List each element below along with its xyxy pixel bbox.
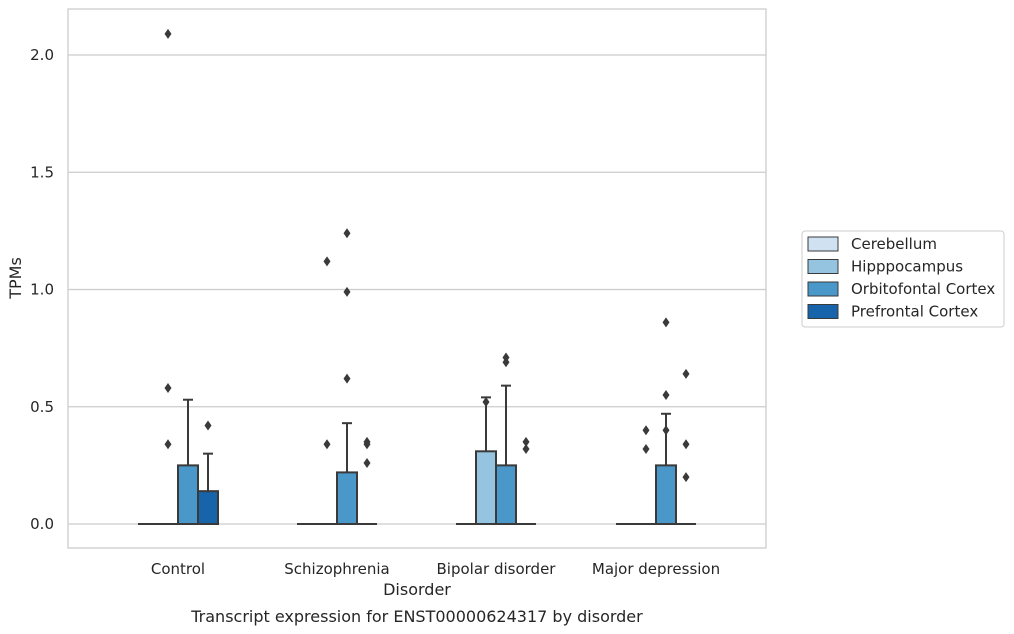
legend-item: Orbitofontal Cortex	[807, 280, 995, 298]
legend-swatch	[807, 281, 839, 297]
outlier-point	[363, 439, 371, 450]
box-group	[177, 398, 199, 525]
outlier-point	[502, 357, 510, 368]
x-tick-labels: Control Schizophrenia Bipolar disorder Majo…	[151, 560, 720, 578]
outlier-point	[482, 397, 490, 408]
outlier-point	[682, 439, 690, 450]
legend-swatch	[807, 259, 839, 274]
outlier-point	[164, 439, 172, 450]
box-group	[516, 436, 536, 525]
legend-swatch	[807, 236, 839, 252]
outlier-point	[164, 382, 172, 393]
box-group	[475, 396, 497, 525]
box-group	[158, 28, 178, 525]
grid-layer	[68, 54, 766, 525]
box-group	[655, 317, 677, 525]
x-tick-label: Bipolar disorder	[437, 560, 557, 578]
box-group	[197, 420, 219, 526]
legend-label: Cerebellum	[851, 235, 937, 253]
legend-item: Hipppocampus	[807, 258, 963, 276]
legend: Cerebellum Hipppocampus Orbitofontal Corte…	[801, 230, 1005, 328]
y-tick-label: 0.0	[30, 515, 54, 533]
outlier-point	[164, 28, 172, 39]
legend-items: Cerebellum Hipppocampus Orbitofontal Corte…	[807, 235, 995, 321]
legend-frame	[801, 230, 1005, 328]
x-tick-label: Control	[151, 560, 205, 578]
outlier-point	[323, 439, 331, 450]
box-group	[636, 425, 656, 525]
outlier-point	[662, 317, 670, 328]
x-tick-label: Schizophrenia	[284, 560, 389, 578]
outlier-point	[204, 420, 212, 431]
outlier-point	[662, 390, 670, 401]
outlier-point	[682, 472, 690, 483]
y-tick-labels: 0.0 0.5 1.0 1.5 2.0	[30, 46, 54, 533]
box	[177, 464, 199, 525]
x-axis-title: Disorder	[383, 580, 451, 599]
legend-item: Cerebellum	[807, 235, 937, 253]
outlier-point	[343, 373, 351, 384]
x-tick-label: Major depression	[592, 560, 720, 578]
outlier-point	[642, 443, 650, 454]
box	[475, 450, 497, 525]
outlier-point	[522, 443, 530, 454]
y-tick-label: 1.0	[30, 281, 54, 299]
box-group	[357, 436, 377, 525]
box	[197, 490, 219, 526]
box	[336, 471, 358, 526]
outlier-point	[642, 425, 650, 436]
box-group	[317, 256, 337, 525]
outlier-point	[343, 228, 351, 239]
legend-label: Orbitofontal Cortex	[851, 280, 995, 298]
y-tick-label: 0.5	[30, 398, 54, 416]
box	[495, 464, 517, 525]
outlier-point	[662, 425, 670, 436]
legend-label: Hipppocampus	[851, 258, 963, 276]
y-tick-label: 1.5	[30, 163, 54, 181]
box-group	[336, 228, 358, 526]
box-group	[676, 368, 696, 525]
outlier-point	[522, 436, 530, 447]
y-axis-title: TPMs	[6, 257, 25, 300]
box	[655, 464, 677, 525]
outlier-point	[343, 286, 351, 297]
outlier-point	[363, 458, 371, 469]
legend-swatch	[807, 304, 839, 319]
y-tick-label: 2.0	[30, 46, 54, 64]
outlier-point	[323, 256, 331, 267]
figure-caption: Transcript expression for ENST0000062431…	[190, 607, 643, 626]
legend-item: Prefrontal Cortex	[807, 303, 978, 321]
outlier-point	[682, 368, 690, 379]
box-group	[495, 352, 517, 525]
legend-label: Prefrontal Cortex	[851, 303, 978, 321]
marks-layer	[138, 28, 696, 526]
plot-frame	[67, 8, 767, 549]
